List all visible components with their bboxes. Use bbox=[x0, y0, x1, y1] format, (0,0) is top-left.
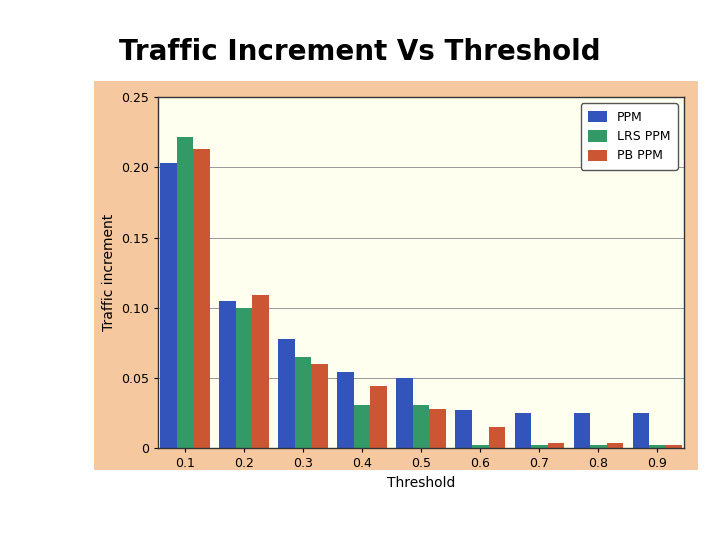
Bar bbox=[338, 373, 354, 448]
Bar bbox=[413, 404, 429, 448]
Y-axis label: Traffic increment: Traffic increment bbox=[102, 214, 116, 332]
Bar bbox=[574, 413, 590, 448]
Bar bbox=[370, 387, 387, 448]
Bar bbox=[633, 413, 649, 448]
Bar bbox=[235, 308, 252, 448]
Bar bbox=[590, 446, 607, 448]
Text: Traffic Increment Vs Threshold: Traffic Increment Vs Threshold bbox=[120, 38, 600, 66]
Bar bbox=[472, 446, 489, 448]
Bar bbox=[548, 443, 564, 448]
Bar bbox=[279, 339, 294, 448]
Bar bbox=[531, 446, 548, 448]
Bar bbox=[649, 446, 666, 448]
Bar bbox=[252, 295, 269, 448]
Bar bbox=[515, 413, 531, 448]
Bar bbox=[294, 357, 311, 448]
Bar bbox=[666, 446, 683, 448]
Bar bbox=[176, 137, 193, 448]
Bar bbox=[311, 364, 328, 448]
Bar bbox=[489, 427, 505, 448]
Legend: PPM, LRS PPM, PB PPM: PPM, LRS PPM, PB PPM bbox=[580, 104, 678, 170]
Bar bbox=[219, 301, 235, 448]
Bar bbox=[354, 404, 370, 448]
Bar bbox=[193, 149, 210, 448]
Bar bbox=[397, 378, 413, 448]
Bar bbox=[456, 410, 472, 448]
Bar bbox=[607, 443, 624, 448]
Bar bbox=[160, 163, 176, 448]
Bar bbox=[429, 409, 446, 448]
X-axis label: Threshold: Threshold bbox=[387, 476, 455, 490]
